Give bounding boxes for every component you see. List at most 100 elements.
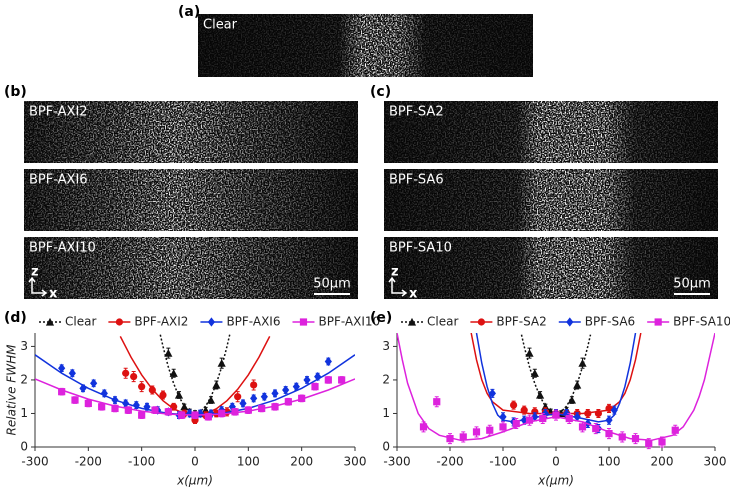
marker (217, 359, 226, 367)
marker (324, 376, 332, 384)
axis-z-label: z (31, 265, 39, 280)
image-label: BPF-AXI10 (29, 241, 96, 256)
marker (512, 419, 520, 428)
marker (486, 426, 494, 434)
marker (324, 356, 332, 367)
panel-label: (c) (370, 84, 391, 100)
marker (311, 383, 319, 391)
image-speckle (198, 14, 533, 77)
scale-bar-label: 50μm (673, 277, 710, 292)
marker (130, 372, 138, 381)
marker (250, 381, 258, 389)
marker (122, 369, 130, 377)
marker (58, 363, 66, 373)
fit-curve (119, 336, 271, 416)
y-tick-label: 2 (382, 372, 390, 386)
marker (250, 393, 258, 403)
x-tick-label: -200 (436, 455, 463, 469)
marker (138, 383, 146, 391)
image-label: Clear (203, 18, 238, 33)
marker (539, 414, 547, 423)
legend-marker (45, 317, 55, 326)
legend-label: BPF-AXI2 (134, 315, 188, 329)
y-tick-label: 0 (382, 440, 390, 454)
x-tick-label: 100 (237, 455, 260, 469)
marker (282, 385, 290, 395)
legend-label: Clear (65, 315, 96, 329)
x-tick-label: -300 (383, 455, 410, 469)
legend-marker (654, 318, 662, 326)
fit-curve (520, 334, 592, 415)
marker (191, 411, 199, 419)
y-tick-label: 3 (382, 339, 390, 353)
marker (178, 411, 186, 419)
legend-label: Clear (427, 315, 458, 329)
marker (565, 414, 573, 423)
marker (148, 386, 156, 394)
panel-label: (d) (4, 310, 27, 326)
marker (84, 399, 92, 408)
marker (530, 369, 539, 377)
marker (578, 359, 587, 367)
marker (605, 415, 613, 425)
marker (143, 402, 151, 412)
legend-label: BPF-SA2 (496, 315, 546, 329)
marker (594, 409, 603, 418)
marker (459, 433, 467, 441)
marker (314, 371, 322, 382)
marker (271, 388, 279, 398)
marker (499, 412, 507, 422)
axis-glyph (388, 276, 408, 297)
image-speckle (384, 169, 718, 231)
marker (525, 349, 534, 357)
marker (239, 398, 247, 409)
x-axis-label: x(μm) (537, 474, 574, 488)
marker (552, 411, 560, 419)
image-label: BPF-AXI2 (29, 105, 88, 120)
marker (541, 402, 550, 411)
axis-glyph (28, 276, 48, 297)
marker (541, 408, 549, 419)
marker (531, 408, 539, 416)
legend-marker (477, 318, 485, 326)
marker (338, 376, 346, 384)
axis-x-label: x (49, 287, 58, 302)
marker (303, 375, 311, 385)
marker (258, 404, 266, 413)
marker (446, 435, 454, 443)
scale-bar-label: 50μm (313, 277, 350, 292)
marker (132, 400, 140, 410)
image-speckle (24, 101, 358, 163)
marker (159, 391, 167, 399)
image-speckle (24, 169, 358, 231)
marker (573, 412, 581, 422)
y-tick-label: 3 (20, 339, 28, 353)
marker (563, 408, 571, 419)
marker (151, 406, 159, 414)
x-tick-label: -100 (489, 455, 516, 469)
marker (68, 368, 76, 378)
x-tick-label: -200 (75, 455, 102, 469)
marker (111, 395, 119, 405)
y-tick-label: 2 (20, 372, 28, 386)
marker (645, 440, 653, 448)
marker (520, 406, 528, 414)
marker (260, 392, 268, 402)
marker (284, 398, 292, 406)
marker (244, 406, 252, 414)
marker (218, 409, 226, 418)
marker (509, 401, 518, 409)
y-tick-label: 1 (382, 406, 390, 420)
marker (164, 408, 172, 416)
marker (180, 402, 189, 411)
legend-marker (407, 317, 417, 326)
legend-marker (299, 318, 308, 326)
marker (122, 398, 130, 409)
marker (100, 388, 108, 398)
y-axis-label: Relative FWHM (5, 344, 19, 436)
marker (164, 349, 173, 357)
marker (174, 390, 184, 399)
marker (58, 388, 66, 396)
x-tick-label: 0 (191, 455, 199, 469)
marker (658, 438, 666, 446)
